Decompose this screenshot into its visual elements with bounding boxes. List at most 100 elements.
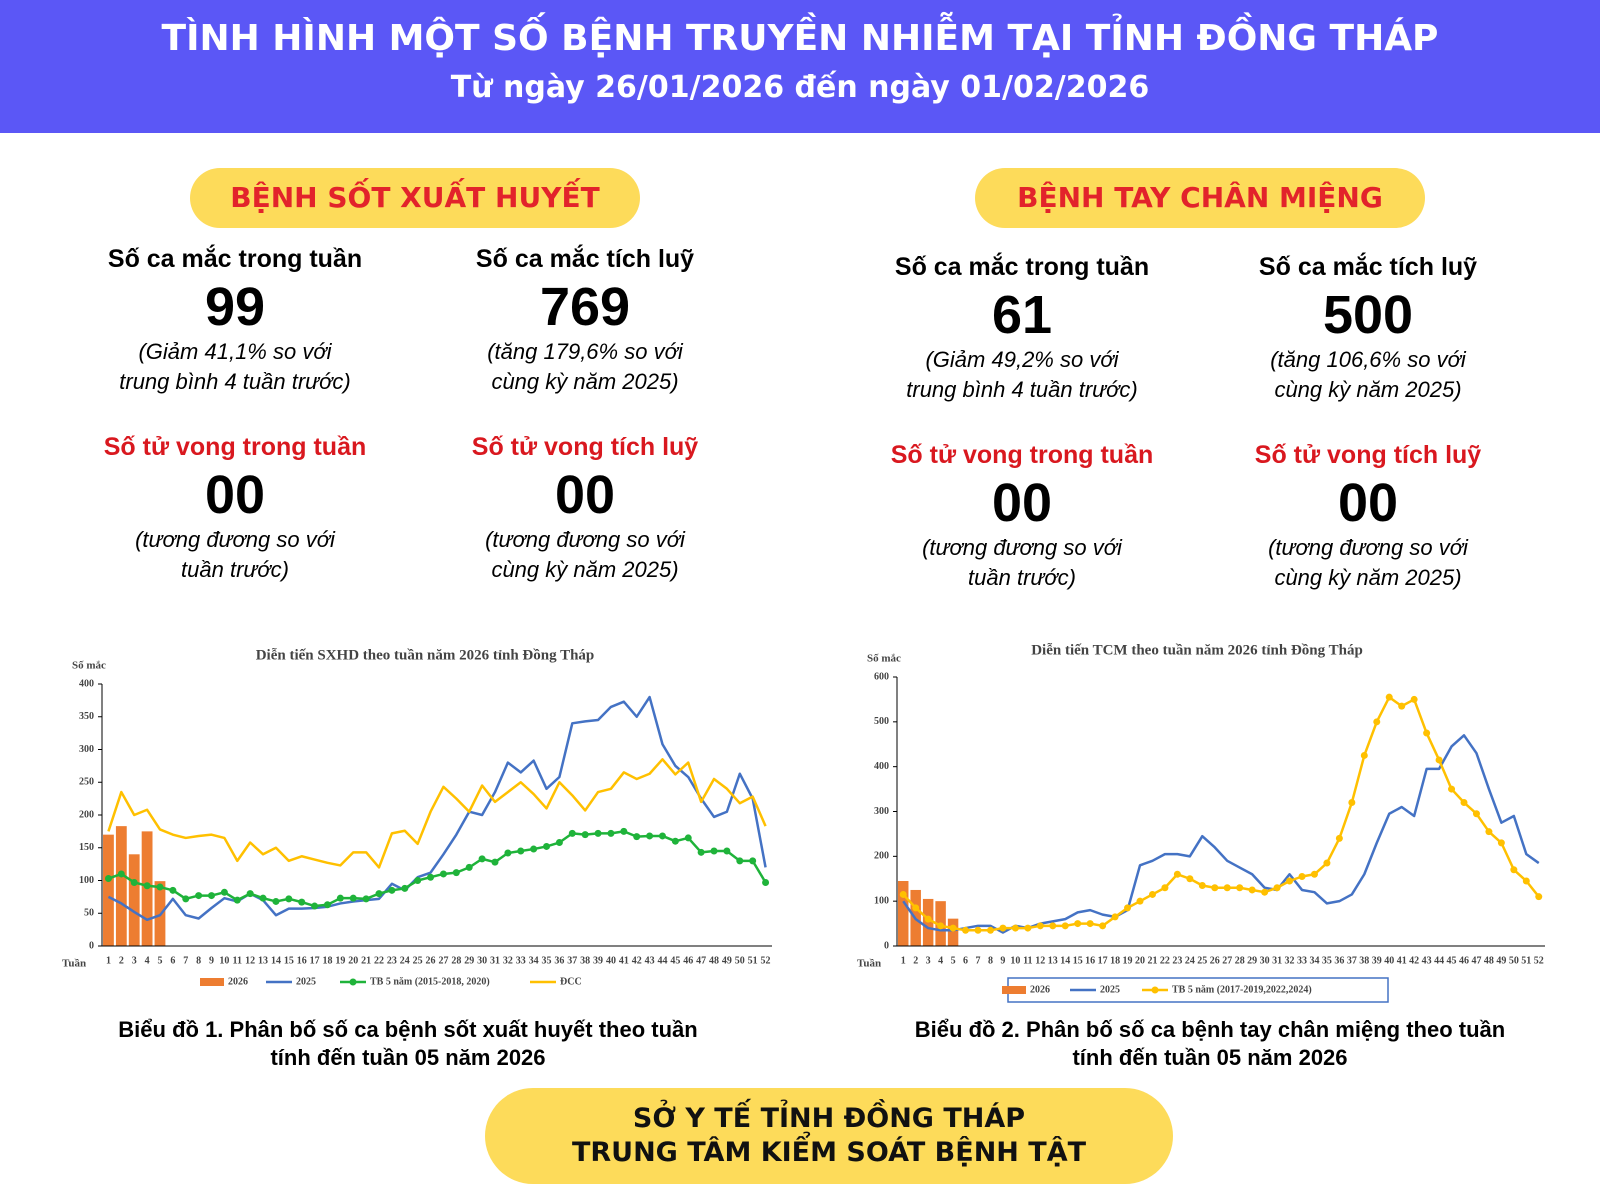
marker: [924, 915, 932, 923]
x-tick-label: 50: [735, 955, 745, 966]
x-tick-label: 8: [988, 955, 993, 966]
x-tick-label: 1: [901, 955, 906, 966]
footer: SỞ Y TẾ TỈNH ĐỒNG THÁP TRUNG TÂM KIỂM SO…: [485, 1088, 1173, 1184]
x-tick-label: 8: [196, 955, 201, 966]
marker: [762, 878, 770, 886]
panel-pill: BỆNH TAY CHÂN MIỆNG: [975, 168, 1425, 228]
x-tick-label: 22: [1160, 955, 1170, 966]
x-tick-label: 19: [335, 955, 345, 966]
marker: [1535, 893, 1543, 901]
footer-line: SỞ Y TẾ TỈNH ĐỒNG THÁP: [632, 1103, 1026, 1134]
marker: [697, 848, 705, 856]
x-tick-label: 15: [284, 955, 294, 966]
marker: [182, 895, 190, 903]
x-tick-label: 35: [542, 955, 552, 966]
marker: [1398, 702, 1406, 710]
x-tick-label: 5: [951, 955, 956, 966]
stat-value: 00: [204, 465, 266, 525]
x-tick-label: 10: [219, 955, 229, 966]
x-tick-label: 3: [132, 955, 137, 966]
stat-label: Số ca mắc trong tuần: [107, 245, 363, 273]
panel-pill: BỆNH SỐT XUẤT HUYẾT: [190, 168, 640, 228]
x-tick-label: 23: [1172, 955, 1182, 966]
marker: [1261, 888, 1269, 896]
x-tick-label: 31: [490, 955, 500, 966]
marker: [1173, 870, 1181, 878]
bar: [103, 834, 114, 946]
marker: [169, 886, 177, 894]
line: [108, 830, 767, 908]
x-tick-label: 7: [976, 955, 981, 966]
x-tick-label: 2: [119, 955, 124, 966]
marker: [1485, 828, 1493, 836]
marker: [336, 894, 344, 902]
legend-label: ĐCC: [560, 976, 582, 987]
x-tick-label: 9: [1000, 955, 1005, 966]
marker: [143, 882, 151, 890]
stat: Số ca mắc tích luỹ 500 (tăng 106,6% so với…: [1188, 253, 1548, 405]
marker: [1036, 922, 1044, 930]
x-tick-label: 39: [593, 955, 603, 966]
stat-note: trung bình 4 tuần trước): [119, 369, 351, 394]
marker: [439, 870, 447, 878]
x-tick-label: 17: [1098, 955, 1108, 966]
y-tick-label: 300: [79, 744, 94, 755]
x-tick-label: 41: [619, 955, 629, 966]
marker: [671, 837, 679, 845]
marker: [349, 894, 357, 902]
line: [902, 695, 1540, 932]
stat-note: cùng kỳ năm 2025): [1274, 377, 1462, 402]
marker: [1011, 924, 1019, 932]
marker: [1186, 875, 1194, 883]
marker: [1497, 839, 1505, 847]
x-tick-label: 34: [1309, 955, 1319, 966]
marker: [1423, 729, 1431, 737]
y-axis-label: Số mắc: [867, 653, 901, 665]
x-tick-label: 35: [1322, 955, 1332, 966]
stat-note: cùng kỳ năm 2025): [491, 369, 679, 394]
y-tick-label: 400: [79, 678, 94, 689]
marker: [388, 886, 396, 894]
x-tick-label: 43: [645, 955, 655, 966]
stat-label: Số ca mắc tích luỹ: [475, 245, 695, 273]
x-tick-label: 38: [1359, 955, 1369, 966]
marker: [1049, 922, 1057, 930]
marker: [1385, 693, 1393, 701]
x-tick-label: 20: [1135, 955, 1145, 966]
stat-note: (tương đương so với: [135, 527, 335, 552]
legend-label: 2025: [1100, 984, 1120, 995]
x-tick-label: 37: [1347, 955, 1357, 966]
marker: [208, 892, 216, 900]
marker: [646, 832, 654, 840]
marker: [233, 896, 241, 904]
stat-note: (tương đương so với: [922, 535, 1122, 560]
y-tick-label: 100: [79, 875, 94, 886]
x-tick-label: 32: [503, 955, 513, 966]
marker: [117, 870, 125, 878]
marker: [999, 924, 1007, 932]
marker: [130, 878, 138, 886]
line: [107, 695, 767, 922]
bar: [947, 918, 959, 946]
x-tick-label: 15: [1073, 955, 1083, 966]
marker: [298, 898, 306, 906]
x-tick-label: 36: [554, 955, 564, 966]
y-tick-label: 300: [874, 806, 889, 817]
marker: [1286, 877, 1294, 885]
y-tick-label: 200: [79, 809, 94, 820]
x-tick-label: 28: [1235, 955, 1245, 966]
marker: [749, 857, 757, 865]
marker: [285, 895, 293, 903]
x-tick-label: 33: [1297, 955, 1307, 966]
stat-note: (Giảm 49,2% so với: [925, 347, 1119, 372]
x-tick-label: 29: [464, 955, 474, 966]
marker: [1348, 799, 1356, 807]
x-tick-label: 12: [1035, 955, 1045, 966]
marker: [1435, 756, 1443, 764]
x-tick-label: 9: [209, 955, 214, 966]
x-tick-label: 27: [1222, 955, 1232, 966]
chart-title: Diễn tiến TCM theo tuần năm 2026 tỉnh Đồ…: [1031, 642, 1363, 658]
marker: [1161, 884, 1169, 892]
marker: [1148, 890, 1156, 898]
legend-swatch: [200, 978, 224, 986]
